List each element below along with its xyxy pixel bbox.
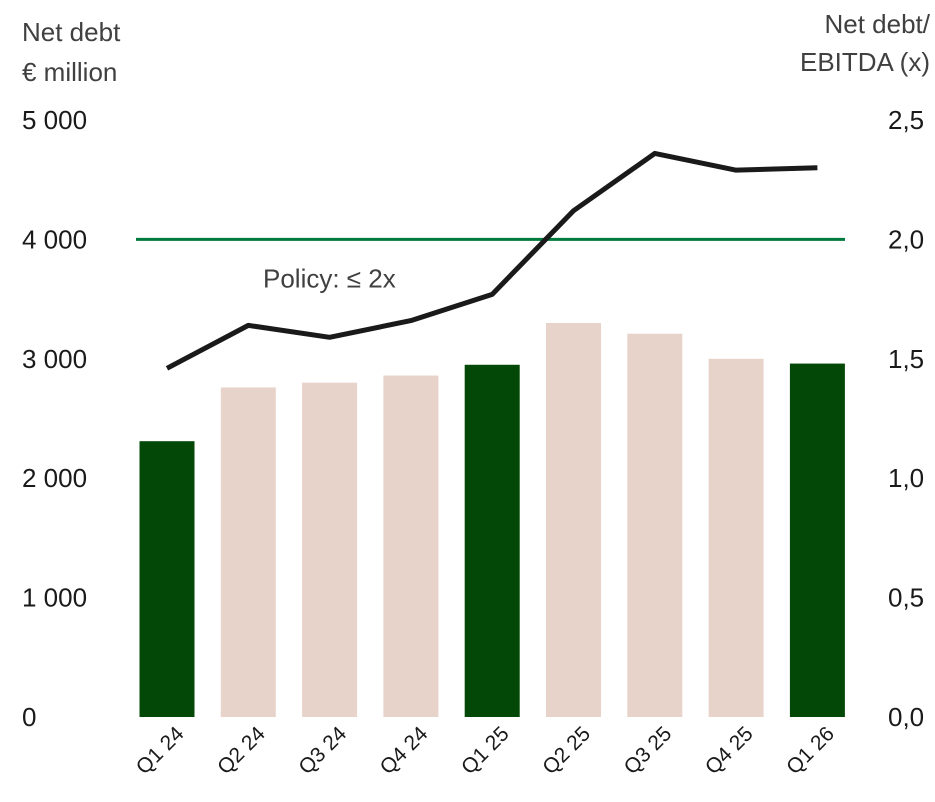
x-tick-label: Q4 24 xyxy=(376,722,433,779)
x-tick-label: Q3 25 xyxy=(620,722,677,779)
right-tick-label: 2,5 xyxy=(888,105,924,135)
left-axis-title-line2: € million xyxy=(22,57,117,87)
x-tick-label: Q4 25 xyxy=(701,722,758,779)
right-tick-label: 1,5 xyxy=(888,344,924,374)
policy-label: Policy: ≤ 2x xyxy=(263,263,396,293)
right-axis-title-line1: Net debt/ xyxy=(824,9,930,39)
x-tick-label: Q1 24 xyxy=(132,722,189,779)
left-tick-label: 0 xyxy=(22,702,36,732)
bar xyxy=(302,383,357,717)
left-tick-label: 3 000 xyxy=(22,344,87,374)
left-tick-label: 1 000 xyxy=(22,583,87,613)
right-axis-title-line2: EBITDA (x) xyxy=(800,47,930,77)
x-tick-label: Q1 26 xyxy=(782,722,839,779)
bar xyxy=(709,359,764,717)
bar xyxy=(627,334,682,717)
left-axis: 0 1 000 2 000 3 000 4 000 5 000 xyxy=(22,105,87,732)
left-tick-label: 2 000 xyxy=(22,463,87,493)
right-tick-label: 0,5 xyxy=(888,583,924,613)
left-axis-title-line1: Net debt xyxy=(22,17,121,47)
right-tick-label: 1,0 xyxy=(888,463,924,493)
bar xyxy=(790,364,845,717)
bar xyxy=(383,376,438,717)
right-tick-label: 0,0 xyxy=(888,702,924,732)
right-tick-label: 2,0 xyxy=(888,224,924,254)
x-tick-label: Q3 24 xyxy=(294,722,351,779)
x-tick-label: Q2 24 xyxy=(213,722,270,779)
ratio-line xyxy=(167,153,817,368)
bar-series xyxy=(140,323,845,717)
bar xyxy=(465,365,520,717)
left-tick-label: 4 000 xyxy=(22,224,87,254)
x-axis: Q1 24 Q2 24 Q3 24 Q4 24 Q1 25 Q2 25 Q3 25 Q4 25… xyxy=(132,722,839,779)
bar xyxy=(140,441,195,717)
bar xyxy=(546,323,601,717)
bar xyxy=(221,387,276,717)
x-tick-label: Q2 25 xyxy=(538,722,595,779)
line-series xyxy=(167,153,817,368)
left-tick-label: 5 000 xyxy=(22,105,87,135)
x-tick-label: Q1 25 xyxy=(457,722,514,779)
right-axis: 0,0 0,5 1,0 1,5 2,0 2,5 xyxy=(888,105,924,732)
policy-reference: Policy: ≤ 2x xyxy=(136,239,845,293)
